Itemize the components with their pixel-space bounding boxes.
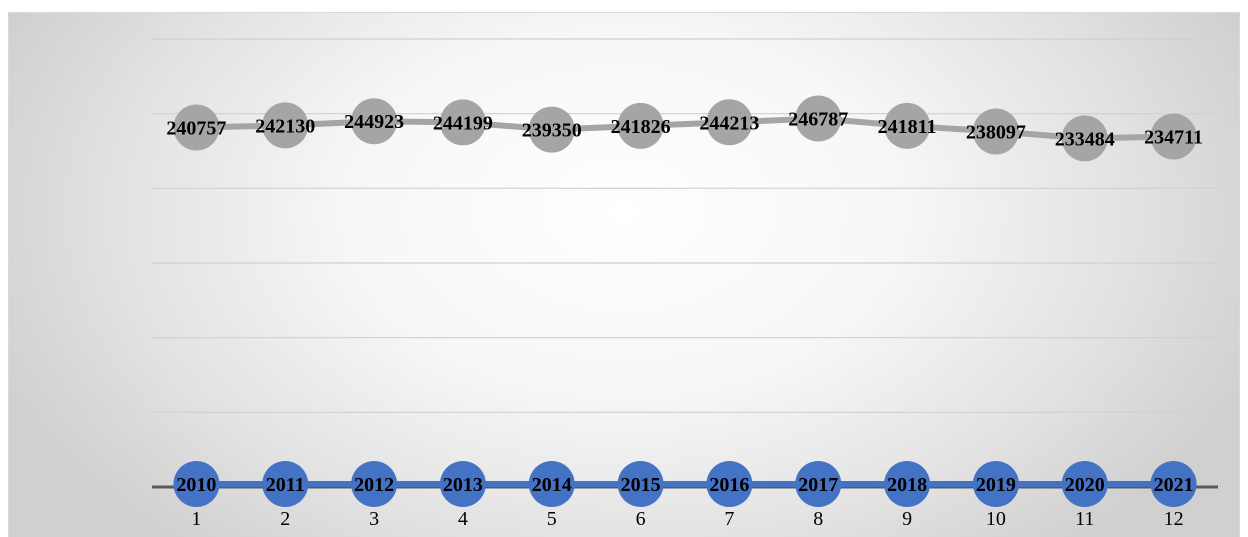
data-label: 244199 — [433, 112, 493, 134]
data-point — [1061, 460, 1108, 507]
data-point — [617, 460, 664, 507]
data-point — [262, 460, 309, 507]
data-label: 234711 — [1144, 126, 1203, 148]
data-label: 233484 — [1055, 128, 1115, 150]
data-point — [1061, 115, 1108, 162]
data-point — [528, 460, 575, 507]
series-markers — [173, 95, 1197, 507]
data-point — [528, 106, 575, 153]
data-label: 2011 — [266, 474, 305, 496]
data-point — [262, 102, 309, 149]
data-labels: 2010 2011 2012 2013 2014 2015 2016 2017 2018 2019… — [166, 108, 1203, 496]
data-point — [884, 102, 931, 149]
data-point — [617, 102, 664, 149]
x-tick-label: 5 — [547, 508, 557, 530]
data-point — [795, 95, 842, 142]
x-tick-label: 9 — [902, 508, 912, 530]
data-label: 238097 — [966, 121, 1026, 143]
data-point — [173, 104, 220, 151]
data-label: 2018 — [887, 474, 927, 496]
data-label: 2014 — [532, 474, 572, 496]
gridlines — [152, 38, 1218, 413]
data-point — [351, 98, 398, 145]
data-point — [439, 460, 486, 507]
x-tick-label: 11 — [1075, 508, 1094, 530]
data-label: 2015 — [621, 474, 661, 496]
data-label: 2021 — [1154, 474, 1194, 496]
data-label: 246787 — [788, 108, 848, 130]
data-label: 2019 — [976, 474, 1016, 496]
x-tick-label: 10 — [986, 508, 1006, 530]
data-point — [884, 460, 931, 507]
data-label: 242130 — [255, 115, 315, 137]
data-label: 241826 — [611, 116, 671, 138]
data-point — [173, 460, 220, 507]
x-tick-labels: 1 2 3 4 5 6 7 8 9 10 11 12 — [191, 508, 1183, 530]
x-tick-label: 3 — [369, 508, 379, 530]
data-label: 2017 — [798, 474, 838, 496]
data-point — [972, 108, 1019, 155]
x-tick-label: 6 — [636, 508, 646, 530]
series-lines — [196, 115, 1174, 487]
data-point — [706, 99, 753, 146]
data-label: 241811 — [878, 116, 937, 138]
data-label: 244213 — [699, 112, 759, 134]
data-label: 2010 — [176, 474, 216, 496]
x-tick-label: 7 — [724, 508, 734, 530]
x-tick-label: 1 — [191, 508, 201, 530]
data-label: 244923 — [344, 111, 404, 133]
data-label: 2016 — [709, 474, 749, 496]
series-line-2 — [196, 115, 1174, 142]
data-point — [972, 460, 1019, 507]
x-tick-label: 2 — [280, 508, 290, 530]
data-point — [706, 460, 753, 507]
data-point — [795, 460, 842, 507]
x-tick-label: 12 — [1164, 508, 1184, 530]
data-label: 2012 — [354, 474, 394, 496]
data-point — [1150, 113, 1197, 160]
data-point — [1150, 460, 1197, 507]
data-label: 240757 — [166, 117, 226, 139]
data-label: 2013 — [443, 474, 483, 496]
data-label: 2020 — [1065, 474, 1105, 496]
data-point — [351, 460, 398, 507]
data-label: 239350 — [522, 120, 582, 142]
x-tick-label: 4 — [458, 508, 468, 530]
data-point — [439, 99, 486, 146]
x-tick-label: 8 — [813, 508, 823, 530]
chart-area — [8, 12, 1240, 537]
